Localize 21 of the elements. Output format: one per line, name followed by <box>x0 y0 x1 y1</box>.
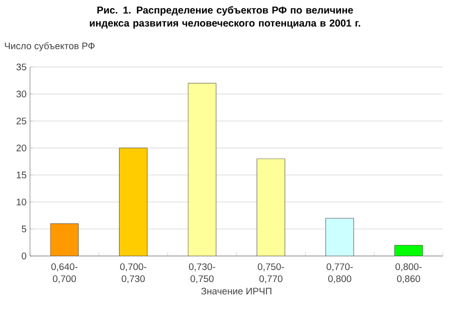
chart-title: Рис. 1. Распределение субъектов РФ по величине индекса развития человеческого потенциала в 2001 г. <box>90 6 360 29</box>
y-tick-label: 15 <box>16 172 26 178</box>
x-tick-label: 0,750-0,770 <box>258 263 284 284</box>
y-tick-label: 5 <box>22 226 26 232</box>
bar <box>50 223 79 256</box>
y-tick-label: 30 <box>16 90 26 98</box>
x-tick-label: 0,770-0,800 <box>326 263 353 284</box>
y-tick-label: 0 <box>22 252 26 260</box>
x-tick-label: 0,730-0,750 <box>188 263 216 284</box>
x-tick-label: 0,640-0,700 <box>51 263 78 284</box>
y-axis-title: Число субъектов РФ <box>4 42 95 52</box>
y-tick-label: 35 <box>16 64 26 70</box>
bar <box>326 218 354 256</box>
x-tick-label: 0,800-0,860 <box>395 263 422 284</box>
y-tick-label: 25 <box>16 118 26 124</box>
y-tick-label: 20 <box>16 144 26 152</box>
bar <box>188 82 216 256</box>
y-tick-label: 10 <box>16 198 26 206</box>
x-axis-title: Значение ИРЧП <box>201 288 272 294</box>
bar <box>119 148 148 256</box>
x-tick-label: 0,700-0,730 <box>120 263 146 284</box>
